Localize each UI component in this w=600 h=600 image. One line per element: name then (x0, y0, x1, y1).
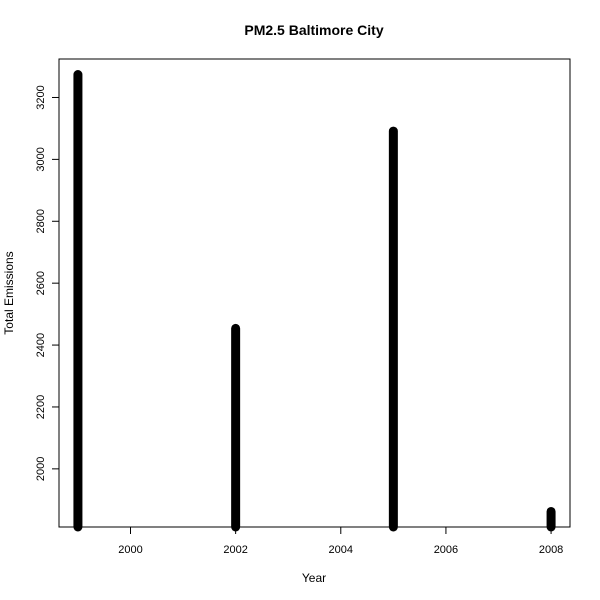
plot-frame (58, 58, 571, 528)
y-tick-label-2000: 2000 (35, 457, 47, 481)
x-tick-label-2004: 2004 (329, 544, 353, 556)
x-axis-label: Year (302, 571, 326, 585)
y-axis-label: Total Emissions (2, 251, 16, 334)
y-tick-label-2800: 2800 (35, 209, 47, 233)
y-tick-label-2400: 2400 (35, 333, 47, 357)
y-axis: 2000 2200 2400 2600 2800 3000 3200 (35, 85, 59, 481)
y-tick-label-3200: 3200 (35, 85, 47, 109)
x-tick-label-2000: 2000 (118, 544, 142, 556)
x-tick-label-2002: 2002 (223, 544, 247, 556)
x-tick-label-2008: 2008 (539, 544, 563, 556)
y-tick-label-3000: 3000 (35, 147, 47, 171)
x-axis: 2000 2002 2004 2006 2008 (118, 527, 563, 556)
bars-group (73, 70, 556, 532)
chart-title: PM2.5 Baltimore City (244, 22, 383, 38)
y-tick-label-2600: 2600 (35, 271, 47, 295)
x-tick-label-2006: 2006 (434, 544, 458, 556)
y-tick-label-2200: 2200 (35, 395, 47, 419)
